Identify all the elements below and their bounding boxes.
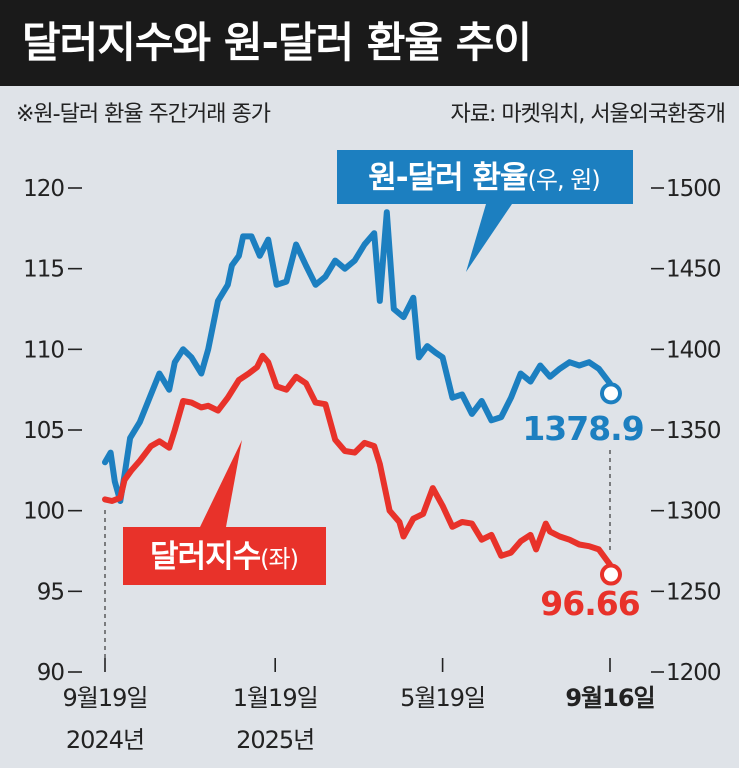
krw-rate-line [102, 209, 613, 504]
x-tick-year: 2025년 [236, 726, 314, 754]
x-tick-label: 9월19일 [63, 684, 148, 712]
x-tick-label: 5월19일 [400, 684, 485, 712]
right-tick-label: 1400 [666, 337, 721, 363]
page-title: 달러지수와 원-달러 환율 추이 [0, 0, 739, 86]
right-tick-label: 1300 [666, 499, 721, 525]
right-axis: 1200 1250 1300 1350 1400 1450 1500 [651, 176, 722, 686]
dxy-label-pointer [200, 440, 242, 527]
left-axis: 90 95 100 105 110 115 120 [23, 176, 82, 686]
krw-label-box [337, 150, 633, 204]
right-tick-label: 1350 [666, 418, 721, 444]
left-tick-label: 110 [23, 337, 64, 363]
left-tick-label: 105 [23, 418, 64, 444]
series-labels: 1378.9 원-달러 환율(우, 원) 96.66 달러지수(좌) [123, 150, 645, 623]
krw-label-pointer [466, 204, 512, 272]
dxy-end-marker [600, 563, 622, 586]
right-tick-label: 1450 [666, 257, 721, 283]
dollar-index-line [102, 352, 613, 568]
krw-end-marker [600, 382, 622, 405]
right-tick-label: 1500 [666, 176, 721, 202]
dxy-label-box [123, 527, 326, 585]
right-tick-label: 1200 [666, 660, 721, 686]
left-tick-label: 120 [23, 176, 64, 202]
source-note: 자료: 마켓워치, 서울외국환중개 [450, 102, 726, 127]
series-lines [102, 209, 613, 568]
left-tick-label: 115 [23, 257, 64, 283]
series-note: ※원-달러 환율 주간거래 종가 [16, 102, 271, 127]
x-tick-label: 9월16일 [565, 684, 654, 712]
krw-series-label: 원-달러 환율(우, 원) [368, 160, 599, 196]
x-tick-year: 2024년 [66, 726, 144, 754]
dxy-end-value: 96.66 [540, 584, 639, 623]
dxy-series-label: 달러지수(좌) [150, 539, 298, 575]
left-tick-label: 100 [23, 499, 64, 525]
date-guides [104, 450, 611, 658]
left-tick-label: 90 [37, 660, 65, 686]
right-tick-label: 1250 [666, 579, 721, 605]
left-tick-label: 95 [37, 579, 64, 605]
x-tick-label: 1월19일 [233, 684, 318, 712]
x-axis: 9월19일 2024년 1월19일 2025년 5월19일 9월16일 [63, 658, 656, 754]
krw-end-value: 1378.9 [522, 409, 643, 448]
